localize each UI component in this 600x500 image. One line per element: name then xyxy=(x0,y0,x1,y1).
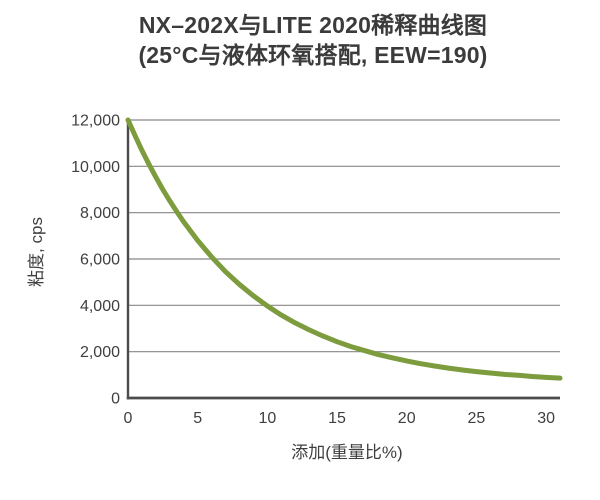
y-tick-label: 0 xyxy=(111,391,120,408)
y-axis-title: 粘度, cps xyxy=(27,217,46,287)
y-tick-label: 12,000 xyxy=(71,113,120,130)
x-tick-label: 15 xyxy=(328,410,346,427)
x-tick-label: 10 xyxy=(259,410,277,427)
chart-title-line1: NX–202X与LITE 2020稀释曲线图 xyxy=(138,12,488,38)
x-tick-label: 0 xyxy=(124,410,133,427)
chart-title: NX–202X与LITE 2020稀释曲线图 (25°C与液体环氧搭配, EEW… xyxy=(13,10,600,70)
x-tick-label: 30 xyxy=(537,410,555,427)
chart-title-line2: (25°C与液体环氧搭配, EEW=190) xyxy=(138,42,488,68)
y-tick-label: 4,000 xyxy=(80,298,120,315)
x-tick-label: 5 xyxy=(193,410,202,427)
viscosity-curve xyxy=(125,117,563,381)
y-tick-label: 6,000 xyxy=(80,252,120,269)
x-tick-label: 25 xyxy=(468,410,486,427)
y-tick-label: 2,000 xyxy=(80,344,120,361)
x-tick-label: 20 xyxy=(398,410,416,427)
y-tick-label: 8,000 xyxy=(80,205,120,222)
x-axis-title: 添加(重量比%) xyxy=(291,443,402,462)
y-tick-label: 10,000 xyxy=(71,159,120,176)
